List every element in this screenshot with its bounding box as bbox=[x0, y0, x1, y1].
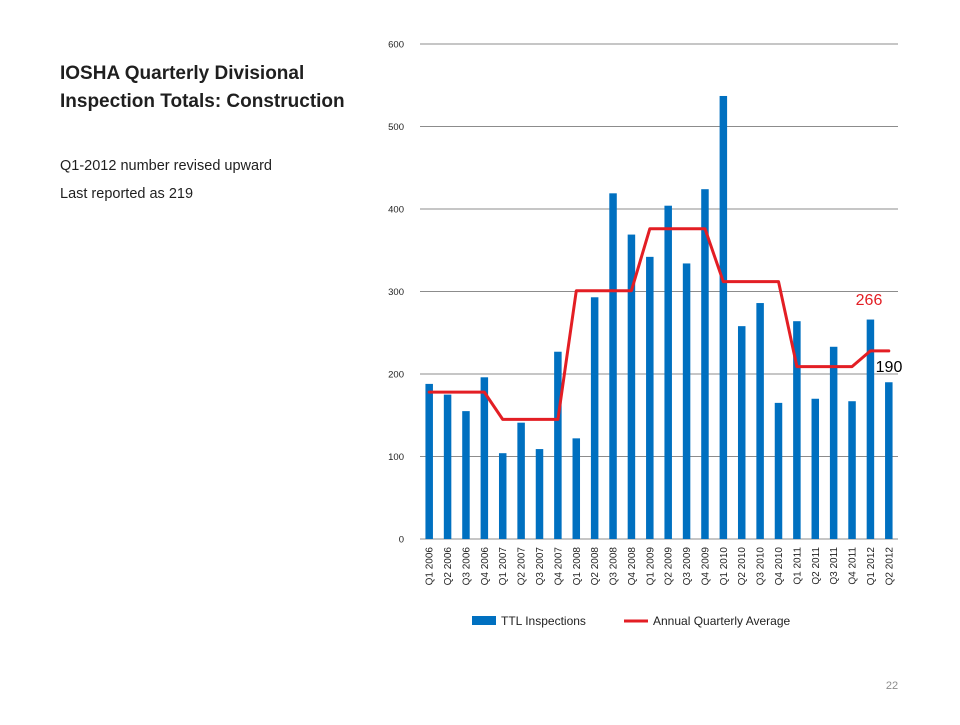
legend-label-line: Annual Quarterly Average bbox=[653, 614, 791, 628]
bar bbox=[572, 438, 581, 539]
bar bbox=[498, 453, 507, 539]
x-tick-label: Q3 2009 bbox=[682, 547, 693, 586]
bar bbox=[646, 256, 654, 539]
bar bbox=[719, 95, 728, 539]
x-tick-label: Q4 2008 bbox=[627, 547, 638, 586]
bar bbox=[535, 449, 544, 539]
bar bbox=[609, 193, 617, 539]
slide-title: IOSHA Quarterly Divisional Inspection To… bbox=[60, 63, 345, 112]
x-tick-label: Q2 2010 bbox=[737, 547, 748, 586]
bar bbox=[829, 346, 838, 539]
bar bbox=[443, 394, 452, 539]
legend-label-bar: TTL Inspections bbox=[501, 614, 586, 628]
y-tick-label: 500 bbox=[388, 122, 404, 133]
bar bbox=[554, 351, 562, 539]
revision-note: Q1-2012 number revised upward bbox=[60, 158, 272, 174]
bar bbox=[517, 422, 525, 539]
bar bbox=[480, 377, 489, 539]
bar bbox=[793, 321, 801, 539]
x-tick-label: Q1 2007 bbox=[498, 547, 509, 586]
x-tick-label: Q1 2010 bbox=[719, 547, 730, 586]
x-tick-label: Q4 2010 bbox=[774, 547, 785, 586]
x-tick-label: Q1 2011 bbox=[792, 547, 803, 585]
last-reported-note: Last reported as 219 bbox=[60, 186, 194, 202]
y-tick-label: 600 bbox=[388, 40, 404, 51]
x-tick-label: Q4 2006 bbox=[480, 547, 491, 586]
x-tick-label: Q3 2008 bbox=[609, 547, 620, 586]
bar bbox=[682, 263, 691, 539]
bar bbox=[664, 205, 672, 539]
annotation-190: 190 bbox=[876, 359, 903, 376]
bar bbox=[462, 411, 470, 539]
bar bbox=[590, 297, 599, 539]
bar bbox=[811, 398, 820, 539]
bar bbox=[701, 189, 709, 539]
x-tick-label: Q3 2011 bbox=[829, 547, 840, 585]
y-tick-label: 300 bbox=[388, 287, 404, 298]
y-tick-label: 0 bbox=[399, 535, 404, 546]
page-number: 22 bbox=[885, 680, 899, 692]
x-tick-label: Q3 2007 bbox=[535, 547, 546, 586]
x-tick-label: Q3 2006 bbox=[461, 547, 472, 586]
x-tick-label: Q2 2008 bbox=[590, 547, 601, 586]
y-tick-label: 100 bbox=[388, 452, 404, 463]
bar bbox=[885, 382, 893, 539]
bar bbox=[756, 303, 764, 539]
y-tick-label: 400 bbox=[388, 205, 404, 216]
x-tick-label: Q4 2011 bbox=[848, 547, 859, 585]
y-tick-label: 200 bbox=[388, 370, 404, 381]
x-tick-label: Q2 2007 bbox=[517, 547, 528, 586]
x-tick-label: Q2 2012 bbox=[884, 547, 895, 586]
x-tick-label: Q2 2009 bbox=[664, 547, 675, 586]
bar bbox=[866, 319, 875, 539]
x-tick-label: Q1 2006 bbox=[425, 547, 436, 586]
bar bbox=[848, 401, 856, 539]
average-line bbox=[427, 227, 891, 421]
x-tick-label: Q1 2009 bbox=[645, 547, 656, 586]
x-tick-label: Q4 2007 bbox=[553, 547, 564, 586]
x-tick-label: Q1 2008 bbox=[572, 547, 583, 586]
x-tick-label: Q4 2009 bbox=[700, 547, 711, 586]
x-tick-label: Q3 2010 bbox=[756, 547, 767, 586]
annotation-266: 266 bbox=[856, 292, 883, 309]
x-tick-label: Q2 2011 bbox=[811, 547, 822, 585]
legend-swatch-bar bbox=[472, 616, 496, 625]
bar bbox=[737, 326, 746, 539]
bar bbox=[627, 234, 636, 539]
x-tick-label: Q1 2012 bbox=[866, 547, 877, 586]
x-tick-label: Q2 2006 bbox=[443, 547, 454, 586]
bar bbox=[425, 383, 433, 539]
bar bbox=[774, 402, 783, 539]
